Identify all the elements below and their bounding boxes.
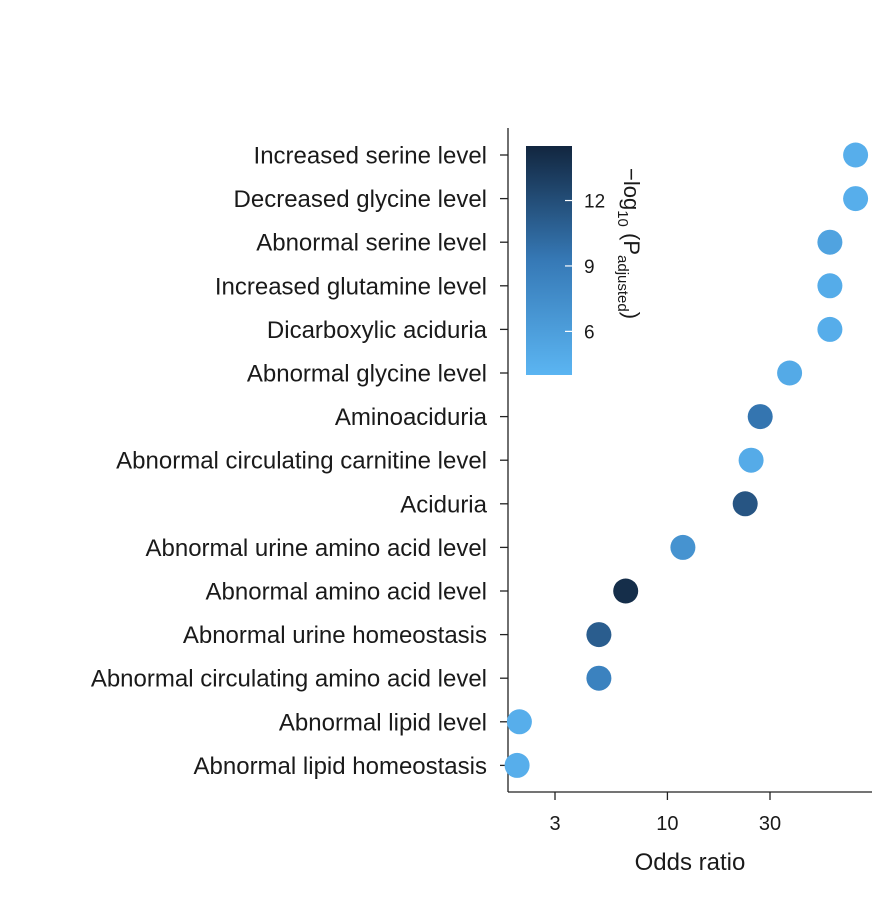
x-axis: 3 10 30 <box>508 791 872 835</box>
category-label: Abnormal urine homeostasis <box>183 622 487 649</box>
data-point <box>732 491 758 517</box>
data-point <box>738 447 764 473</box>
category-label: Dicarboxylic aciduria <box>267 317 488 344</box>
data-points <box>504 142 869 778</box>
category-label: Abnormal circulating amino acid level <box>91 666 487 693</box>
data-point <box>504 752 530 778</box>
data-point <box>817 316 843 342</box>
x-tick-label: 3 <box>549 813 560 835</box>
data-point <box>586 622 612 648</box>
data-point <box>817 229 843 255</box>
x-axis-title: Odds ratio <box>635 849 746 876</box>
category-label: Abnormal lipid level <box>279 709 487 736</box>
colorbar-tick-label: 9 <box>584 257 595 278</box>
data-point <box>747 404 773 430</box>
category-label: Increased glutamine level <box>215 273 487 300</box>
data-point <box>586 665 612 691</box>
category-label: Aciduria <box>400 491 487 518</box>
category-label: Increased serine level <box>254 143 487 170</box>
category-label: Abnormal lipid homeostasis <box>194 753 487 780</box>
category-label: Aminoaciduria <box>335 404 488 431</box>
y-axis: Increased serine level Decreased glycine … <box>91 128 509 792</box>
colorbar-title: −log10 (Padjusted) <box>614 168 644 319</box>
colorbar-tick-label: 12 <box>584 192 605 213</box>
data-point <box>843 186 869 212</box>
data-point <box>506 709 532 735</box>
category-label: Abnormal urine amino acid level <box>145 535 487 562</box>
data-point <box>843 142 869 168</box>
x-tick-label: 30 <box>759 813 781 835</box>
colorbar-legend: 6 9 12 −log10 (Padjusted) <box>526 146 644 375</box>
colorbar-gradient <box>526 146 572 375</box>
data-point <box>670 534 696 560</box>
colorbar-tick-label: 6 <box>584 322 595 343</box>
data-point <box>777 360 803 386</box>
data-point <box>613 578 639 604</box>
category-label: Abnormal glycine level <box>247 361 487 388</box>
category-label: Abnormal amino acid level <box>206 579 487 606</box>
category-label: Decreased glycine level <box>234 186 487 213</box>
category-label: Abnormal circulating carnitine level <box>116 448 487 475</box>
x-tick-label: 10 <box>656 813 678 835</box>
category-label: Abnormal serine level <box>256 230 487 257</box>
data-point <box>817 273 843 299</box>
